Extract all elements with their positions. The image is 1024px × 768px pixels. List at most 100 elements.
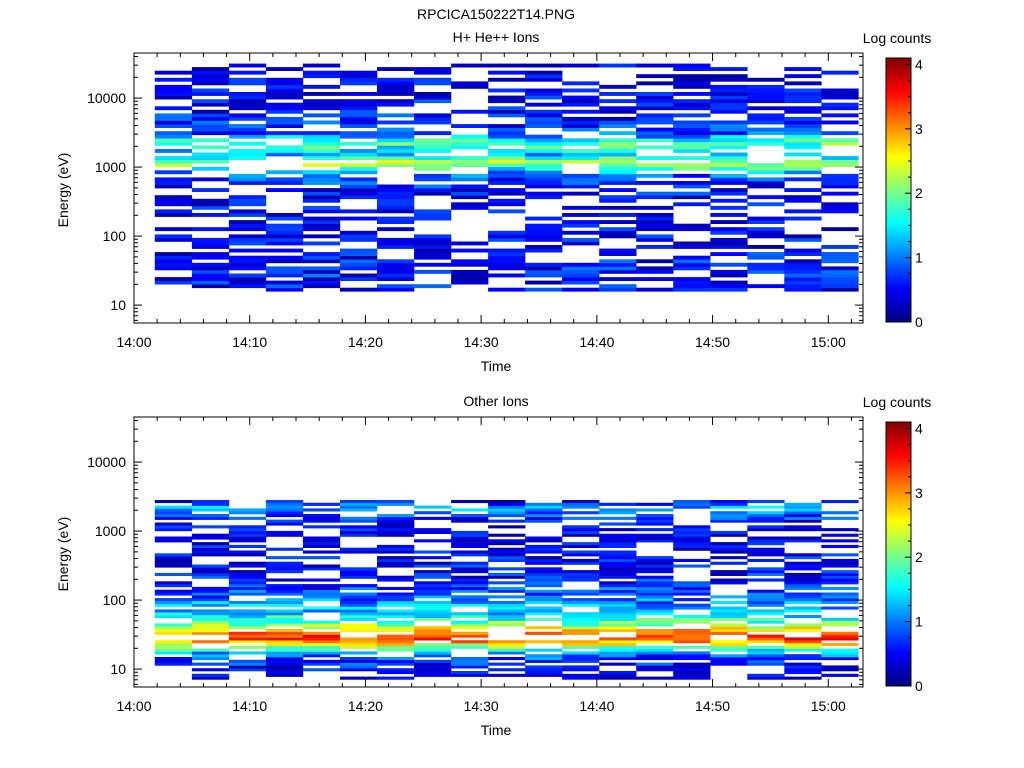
heatmap-cell <box>154 659 193 663</box>
heatmap-cell <box>340 113 378 118</box>
heatmap-cell <box>784 138 822 143</box>
heatmap-cell <box>599 277 637 281</box>
heatmap-cell <box>340 603 378 607</box>
heatmap-cell <box>451 184 489 189</box>
heatmap-cell <box>302 589 341 593</box>
heatmap-cell <box>377 528 415 532</box>
heatmap-cell <box>747 516 785 520</box>
heatmap-cell <box>784 273 822 278</box>
heatmap-cell <box>821 581 859 585</box>
heatmap-cell <box>414 581 452 585</box>
heatmap-cell <box>747 542 785 546</box>
heatmap-cell <box>821 273 859 278</box>
heatmap-cell <box>673 138 711 143</box>
heatmap-cell <box>784 109 822 114</box>
heatmap-cell <box>747 184 785 189</box>
heatmap-cell <box>710 287 748 292</box>
heatmap-cell <box>562 88 600 93</box>
heatmap-cell <box>265 181 304 185</box>
heatmap-cell <box>414 505 452 509</box>
heatmap-cell <box>488 623 526 627</box>
heatmap-cell <box>154 525 193 529</box>
heatmap-cell <box>228 262 267 267</box>
heatmap-cell <box>636 631 674 635</box>
heatmap-cell <box>451 584 489 588</box>
heatmap-cell <box>414 564 452 568</box>
heatmap-cell <box>340 124 378 128</box>
heatmap-cell <box>747 77 785 82</box>
heatmap-cell <box>747 216 785 221</box>
heatmap-cell <box>488 575 526 579</box>
heatmap-cell <box>747 106 785 111</box>
heatmap-cell <box>302 227 341 232</box>
heatmap-cell <box>191 668 230 672</box>
heatmap-cell <box>562 152 600 157</box>
heatmap-cell <box>747 284 785 289</box>
heatmap-cell <box>377 629 415 633</box>
heatmap-cell <box>302 659 341 663</box>
heatmap-cell <box>451 519 489 523</box>
heatmap-cell <box>302 662 341 666</box>
heatmap-cell <box>191 676 230 680</box>
heatmap-cell <box>562 213 600 217</box>
heatmap-cell <box>673 259 711 264</box>
heatmap-cell <box>377 564 415 568</box>
heatmap-cell <box>488 255 526 260</box>
heatmap-cell <box>710 612 748 616</box>
heatmap-cell <box>673 525 711 529</box>
heatmap-cell <box>414 173 452 178</box>
heatmap-cell <box>451 553 489 557</box>
heatmap-cell <box>302 234 341 239</box>
heatmap-cell <box>673 99 711 104</box>
heatmap-cell <box>821 578 859 582</box>
heatmap-cell <box>228 508 267 512</box>
heatmap-cell <box>673 191 711 196</box>
heatmap-cell <box>302 648 341 652</box>
heatmap-cell <box>821 558 859 562</box>
heatmap-cell <box>154 92 193 96</box>
heatmap-cell <box>821 620 859 624</box>
heatmap-cell <box>154 266 193 271</box>
y-tick-label: 1000 <box>95 159 126 175</box>
heatmap-cell <box>340 255 378 260</box>
heatmap-cell <box>265 620 304 624</box>
heatmap-cell <box>340 116 378 121</box>
heatmap-cell <box>228 533 267 537</box>
heatmap-cell <box>265 67 304 71</box>
heatmap-cell <box>154 84 193 89</box>
heatmap-cell <box>451 575 489 579</box>
heatmap-cell <box>599 166 637 171</box>
heatmap-cell <box>525 654 563 658</box>
heatmap-cell <box>747 116 785 121</box>
heatmap-cell <box>302 220 341 224</box>
heatmap-cell <box>673 156 711 160</box>
heatmap-cell <box>154 77 193 82</box>
heatmap-cell <box>191 81 230 86</box>
heatmap-cell <box>302 145 341 150</box>
heatmap-cell <box>191 651 230 655</box>
heatmap-cell <box>265 657 304 661</box>
heatmap-cell <box>302 539 341 543</box>
heatmap-cell <box>747 640 785 644</box>
heatmap-cell <box>340 570 378 574</box>
heatmap-cell <box>302 542 341 546</box>
x-axis-ticks: 14:00 14:10 14:20 14:30 14:40 14:50 15:00 <box>116 53 852 350</box>
heatmap-cell <box>228 213 267 217</box>
heatmap-cell <box>673 84 711 89</box>
heatmap-cell <box>340 81 378 86</box>
heatmap-cell <box>265 223 304 228</box>
heatmap-cell <box>525 163 563 168</box>
heatmap-cell <box>710 648 748 652</box>
heatmap-cell <box>562 102 600 107</box>
heatmap-cell <box>340 643 378 647</box>
heatmap-cell <box>673 63 711 68</box>
heatmap-cell <box>784 567 822 571</box>
heatmap-cell <box>191 152 230 157</box>
heatmap-cell <box>673 141 711 146</box>
heatmap-cell <box>414 528 452 532</box>
heatmap-cell <box>599 640 637 644</box>
heatmap-cell <box>340 230 378 235</box>
heatmap-cell <box>710 95 748 100</box>
heatmap-cell <box>821 102 859 107</box>
colorbar-tick-label: 4 <box>915 420 923 436</box>
